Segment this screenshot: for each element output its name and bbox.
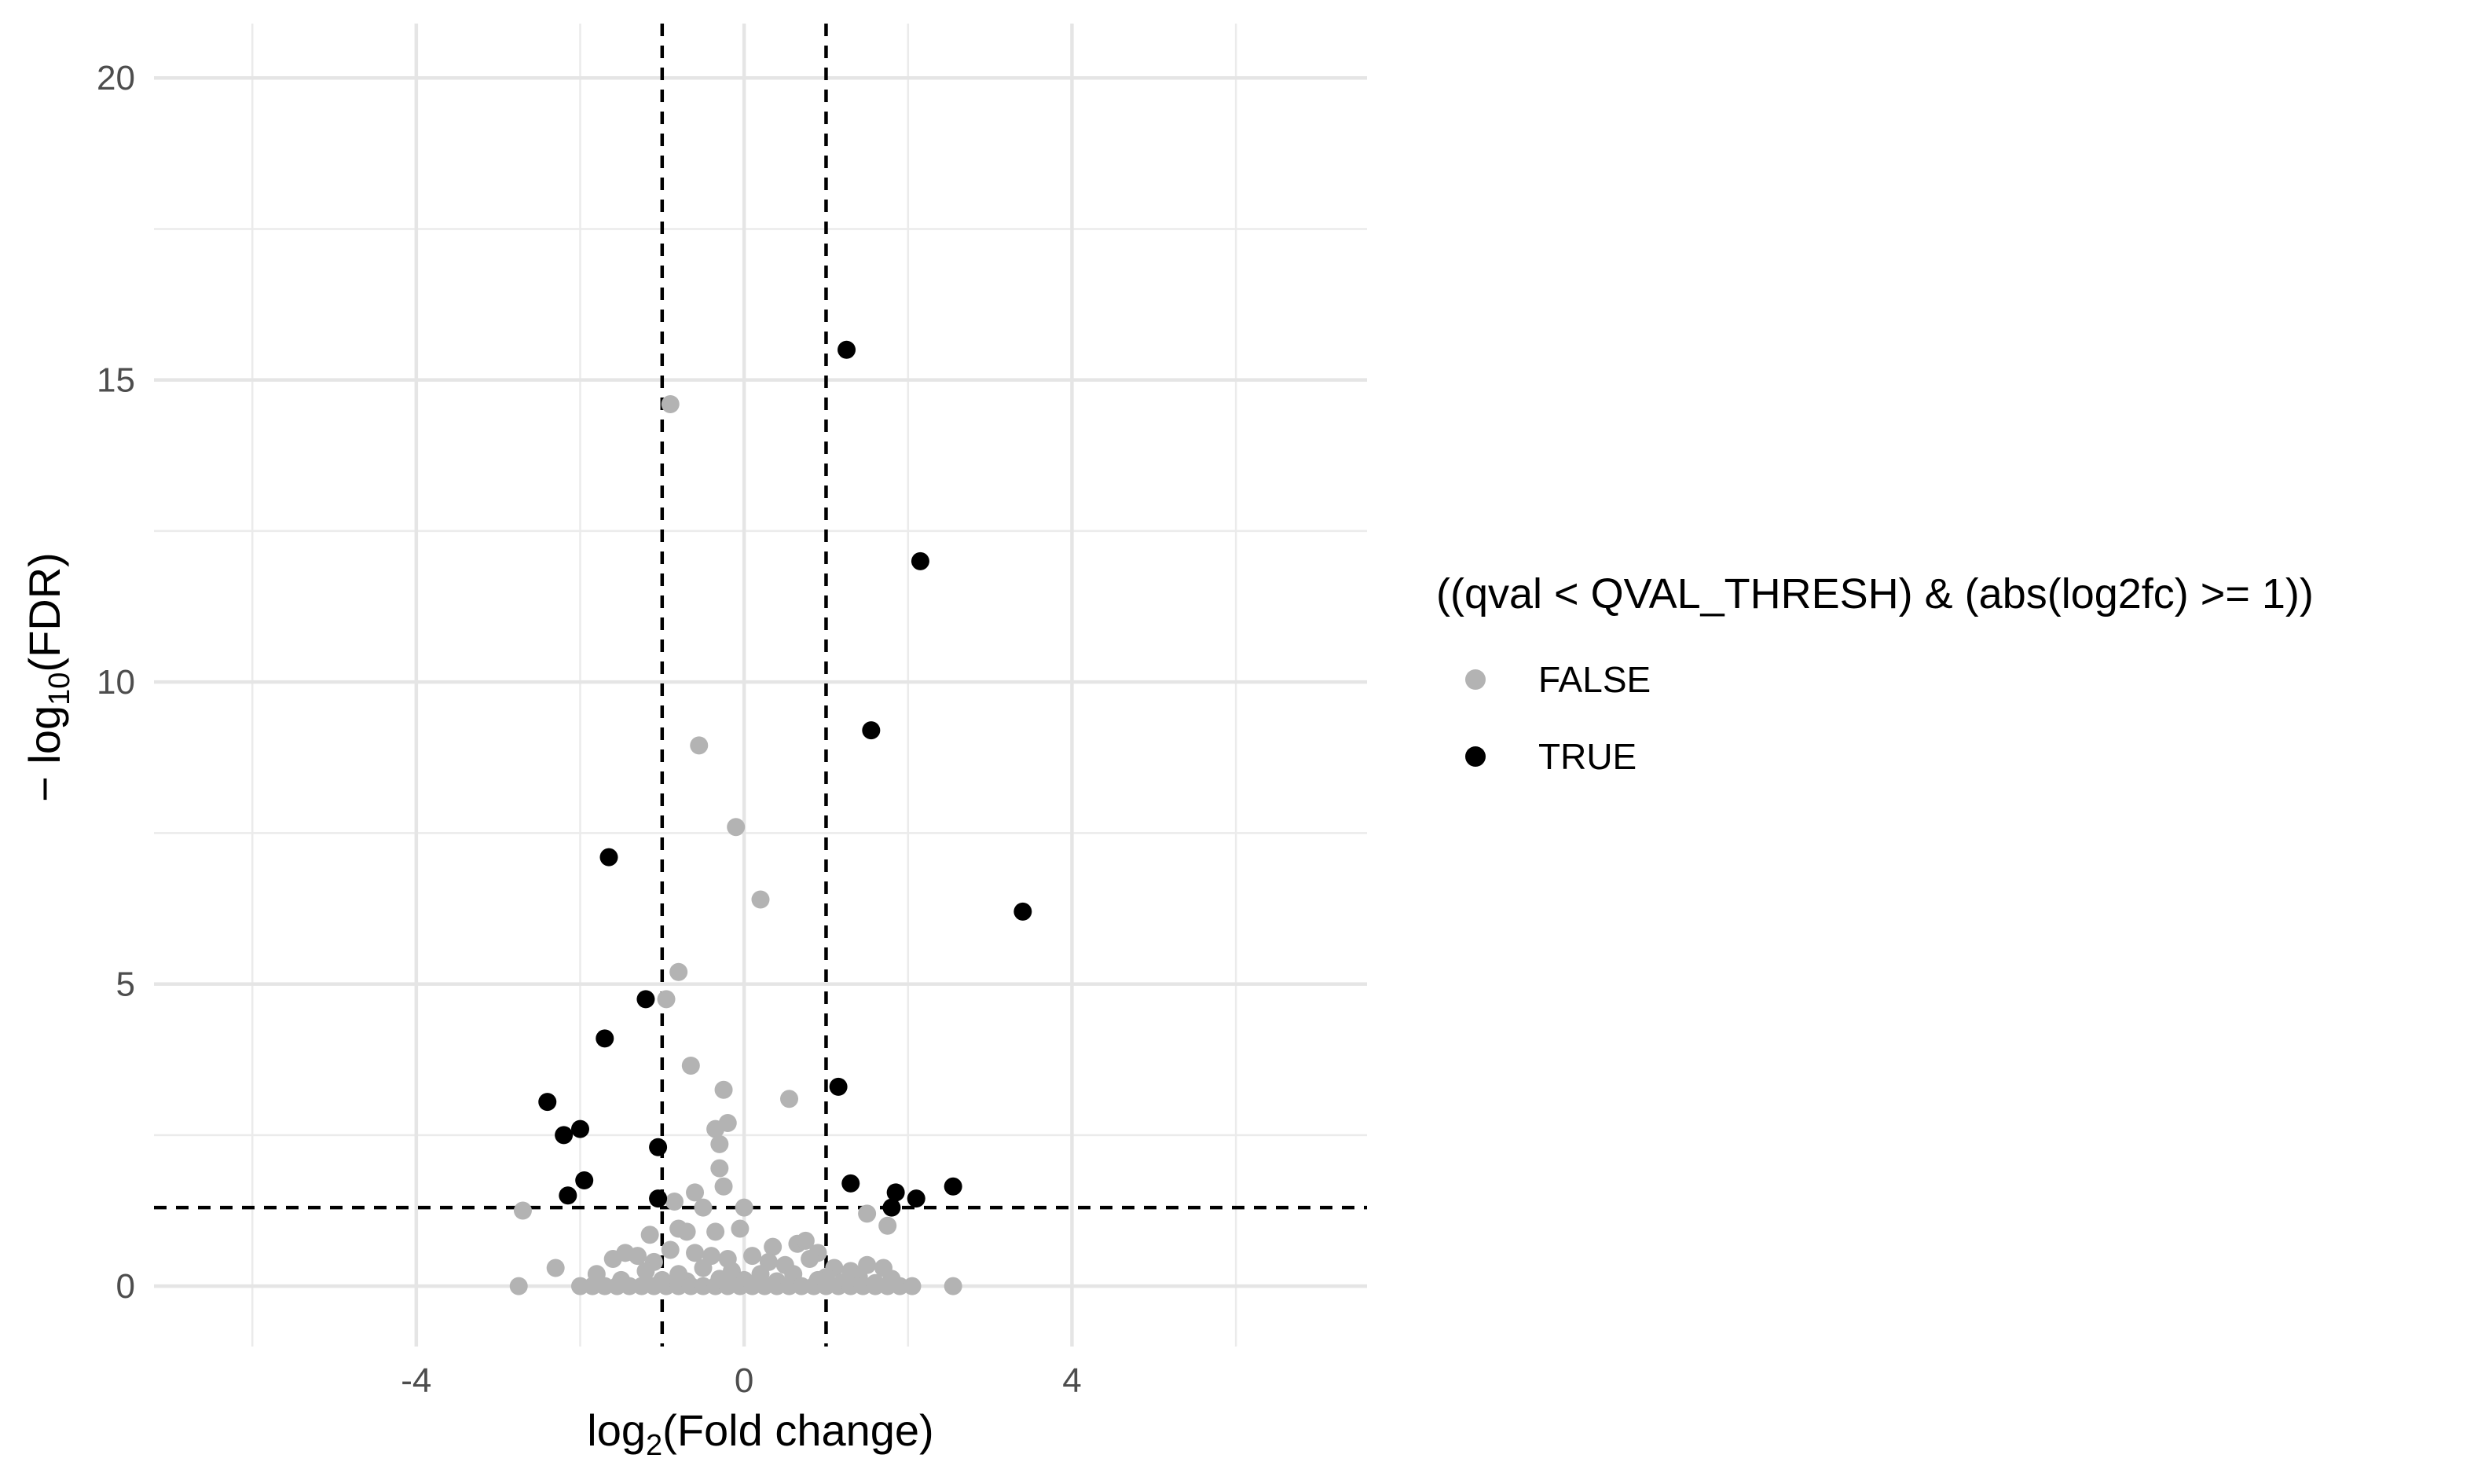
- point-false: [665, 1192, 684, 1211]
- point-false: [694, 1198, 713, 1217]
- legend-title: ((qval < QVAL_THRESH) & (abs(log2fc) >= …: [1436, 570, 2314, 617]
- x-tick-label: -4: [401, 1361, 431, 1400]
- point-false: [657, 990, 676, 1009]
- point-true: [841, 1174, 860, 1193]
- point-false: [546, 1259, 565, 1277]
- point-false: [686, 1244, 705, 1262]
- major-gridlines: [154, 24, 1367, 1347]
- y-axis-title-rest: (FDR): [20, 552, 69, 672]
- point-false: [764, 1237, 783, 1256]
- point-false: [690, 736, 709, 755]
- point-true: [886, 1183, 905, 1202]
- point-false: [780, 1090, 799, 1108]
- point-true: [555, 1126, 574, 1145]
- x-axis-title-base: log: [587, 1405, 646, 1455]
- point-false: [694, 1259, 713, 1277]
- x-tick-label: 4: [1062, 1361, 1081, 1400]
- point-false: [710, 1134, 729, 1153]
- point-false: [710, 1159, 729, 1178]
- point-false: [636, 1262, 655, 1281]
- point-true: [862, 721, 881, 740]
- y-tick-label: 5: [116, 966, 135, 1004]
- point-false: [661, 394, 680, 413]
- point-true: [907, 1189, 925, 1208]
- point-false: [686, 1183, 705, 1202]
- point-true: [1013, 902, 1032, 921]
- point-false: [944, 1277, 962, 1295]
- y-axis-tick-labels: 0 5 10 15 20: [97, 59, 135, 1306]
- point-true: [575, 1171, 594, 1190]
- x-axis-title-subscript: 2: [646, 1429, 662, 1462]
- point-false: [661, 1240, 680, 1259]
- point-false: [706, 1222, 725, 1241]
- y-axis-title-prefix: − log: [20, 705, 69, 802]
- y-tick-label: 0: [116, 1267, 135, 1306]
- point-false: [706, 1119, 725, 1138]
- point-false: [681, 1056, 700, 1075]
- legend-label-true: TRUE: [1538, 736, 1637, 777]
- point-true: [596, 1029, 614, 1048]
- point-true: [837, 340, 856, 359]
- x-axis-tick-labels: -4 0 4: [401, 1361, 1081, 1400]
- point-false: [801, 1250, 819, 1269]
- y-tick-label: 15: [97, 361, 135, 400]
- point-false: [858, 1204, 877, 1223]
- legend-key-true: [1465, 746, 1486, 767]
- point-false: [743, 1247, 762, 1266]
- legend: ((qval < QVAL_THRESH) & (abs(log2fc) >= …: [1436, 570, 2314, 777]
- point-true: [599, 848, 618, 867]
- point-false: [727, 818, 746, 837]
- point-false: [513, 1201, 532, 1220]
- y-tick-label: 20: [97, 59, 135, 97]
- y-axis-title-subscript: 10: [43, 672, 76, 705]
- x-tick-label: 0: [735, 1361, 753, 1400]
- point-false: [669, 962, 688, 981]
- point-false: [903, 1277, 922, 1295]
- point-false: [714, 1177, 733, 1196]
- point-false: [629, 1247, 647, 1266]
- legend-label-false: FALSE: [1538, 659, 1651, 700]
- x-axis-title-rest: (Fold change): [662, 1405, 934, 1455]
- point-false: [714, 1080, 733, 1099]
- point-false: [731, 1219, 750, 1238]
- point-false: [751, 890, 770, 909]
- point-false: [878, 1216, 897, 1235]
- minor-gridlines: [154, 24, 1367, 1347]
- point-false: [640, 1226, 659, 1244]
- legend-key-false: [1465, 669, 1486, 690]
- threshold-lines: [154, 24, 1367, 1347]
- point-true: [829, 1077, 848, 1096]
- point-false: [796, 1231, 815, 1250]
- point-true: [636, 990, 655, 1009]
- point-true: [538, 1093, 557, 1112]
- point-true: [649, 1138, 668, 1156]
- point-false: [735, 1198, 753, 1217]
- x-axis-title: log2(Fold change): [587, 1405, 933, 1462]
- point-true: [944, 1177, 962, 1196]
- y-axis-title: − log10(FDR): [20, 552, 76, 802]
- point-false: [509, 1277, 528, 1295]
- point-true: [882, 1198, 901, 1217]
- series-true-points: [538, 340, 1032, 1217]
- series-false-points: [509, 394, 962, 1295]
- point-false: [677, 1222, 696, 1241]
- y-tick-label: 10: [97, 663, 135, 702]
- point-true: [570, 1119, 589, 1138]
- point-true: [911, 551, 929, 570]
- point-true: [649, 1189, 668, 1208]
- point-true: [559, 1186, 577, 1205]
